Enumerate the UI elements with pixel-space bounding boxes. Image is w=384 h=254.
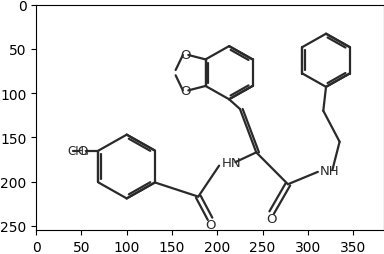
Text: CH₃: CH₃ <box>68 145 89 157</box>
Text: NH: NH <box>319 164 339 177</box>
Text: O: O <box>77 145 88 157</box>
Text: O: O <box>180 85 191 98</box>
Text: O: O <box>266 212 277 225</box>
Text: O: O <box>205 219 215 232</box>
Text: O: O <box>180 49 191 62</box>
Text: HN: HN <box>222 156 242 169</box>
